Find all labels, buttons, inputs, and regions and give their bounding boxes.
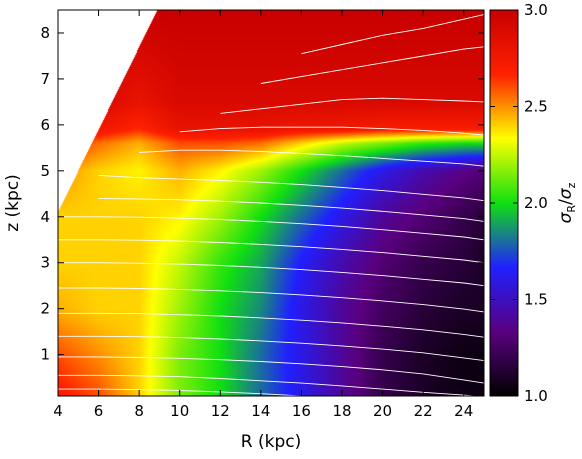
colorbar-tick-label: 1.0 xyxy=(524,387,548,405)
contour-line xyxy=(58,216,484,241)
contour-line xyxy=(58,312,484,338)
y-tick-label: 5 xyxy=(40,162,50,180)
contour-line xyxy=(98,174,484,202)
colorbar-ticks: 1.0 1.5 2.0 2.5 3.0 xyxy=(490,1,548,405)
heatmap-area xyxy=(58,10,484,396)
x-tick-label: 22 xyxy=(414,402,433,420)
contour-line xyxy=(58,239,484,264)
contour-line xyxy=(179,126,484,136)
x-tick-label: 6 xyxy=(94,402,104,420)
y-tick-label: 6 xyxy=(40,116,50,134)
x-tick-label: 12 xyxy=(211,402,230,420)
contour-lines xyxy=(58,14,484,396)
y-tick-label: 7 xyxy=(40,70,50,88)
contour-line xyxy=(58,356,484,384)
contour-line xyxy=(220,97,484,114)
y-tick-label: 8 xyxy=(40,24,50,42)
colorbar-label-slash: / xyxy=(556,199,576,205)
y-tick-label: 4 xyxy=(40,208,50,226)
heatmap-image xyxy=(58,10,484,396)
x-tick-label: 18 xyxy=(332,402,351,420)
y-axis-ticks: 1 2 3 4 5 6 7 8 xyxy=(40,24,484,364)
contour-line xyxy=(58,374,479,396)
colorbar-tick-label: 2.0 xyxy=(524,194,548,212)
y-tick-label: 1 xyxy=(40,346,50,364)
contour-line xyxy=(301,14,484,55)
colorbar-tick-label: 3.0 xyxy=(524,1,548,19)
x-axis-ticks: 4 6 8 10 12 14 16 18 20 22 24 xyxy=(53,10,473,420)
plot-frame xyxy=(57,9,485,397)
x-tick-label: 10 xyxy=(170,402,189,420)
x-tick-label: 14 xyxy=(251,402,270,420)
x-axis-label: R (kpc) xyxy=(241,432,301,452)
x-tick-label: 20 xyxy=(373,402,392,420)
contour-line xyxy=(58,335,484,362)
y-axis-label: z (kpc) xyxy=(3,174,23,232)
x-tick-label: 24 xyxy=(454,402,473,420)
contour-line xyxy=(58,262,484,287)
contour-line xyxy=(58,287,484,313)
colorbar-label: σR/σz xyxy=(556,182,578,223)
y-tick-label: 3 xyxy=(40,254,50,272)
colorbar-tick-label: 1.5 xyxy=(524,291,548,309)
x-tick-label: 16 xyxy=(292,402,311,420)
y-tick-label: 2 xyxy=(40,300,50,318)
contour-line xyxy=(260,46,484,84)
x-tick-label: 8 xyxy=(134,402,144,420)
colorbar-tick-label: 2.5 xyxy=(524,98,548,116)
contour-line xyxy=(139,149,484,167)
x-tick-label: 4 xyxy=(53,402,63,420)
contour-line xyxy=(98,197,484,222)
